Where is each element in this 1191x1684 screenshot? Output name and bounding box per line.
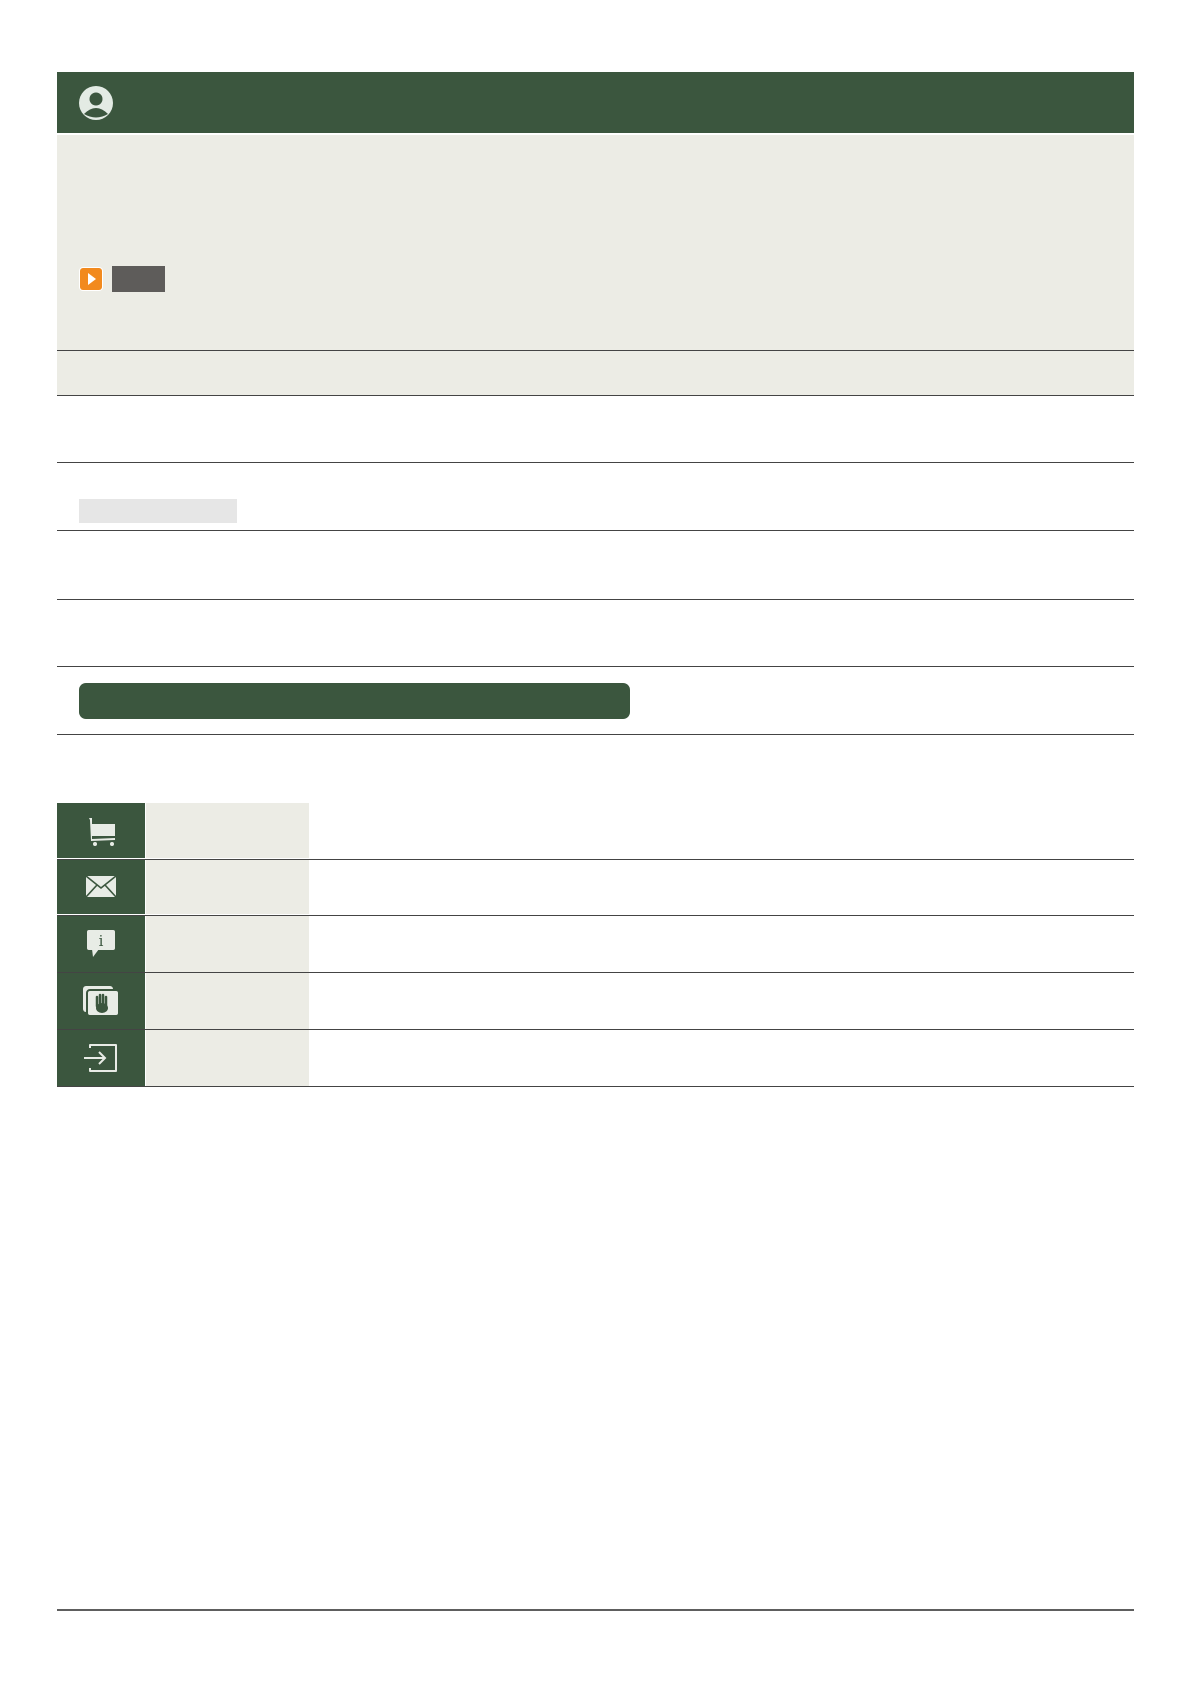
divider bbox=[57, 599, 1134, 600]
user-avatar-icon[interactable] bbox=[78, 85, 114, 126]
divider bbox=[57, 395, 1134, 396]
menu-item-cart[interactable] bbox=[57, 803, 145, 858]
placeholder-field[interactable] bbox=[79, 499, 237, 523]
menu-item-mail[interactable] bbox=[57, 860, 145, 914]
menu-item-info[interactable]: i bbox=[57, 916, 145, 972]
hand-stop-icon bbox=[83, 986, 120, 1017]
svg-text:i: i bbox=[99, 932, 104, 950]
menu-item-stop[interactable] bbox=[57, 973, 145, 1029]
section-band bbox=[57, 351, 1134, 395]
shopping-cart-icon bbox=[89, 817, 115, 846]
divider bbox=[57, 530, 1134, 531]
divider bbox=[57, 350, 1134, 351]
info-panel bbox=[57, 135, 1134, 350]
label-box bbox=[112, 266, 165, 292]
divider bbox=[57, 1029, 1134, 1030]
divider bbox=[57, 734, 1134, 735]
menu-label-cell bbox=[146, 973, 309, 1029]
info-speech-bubble-icon: i bbox=[87, 930, 115, 957]
footer-divider bbox=[57, 1609, 1134, 1611]
envelope-icon bbox=[85, 875, 117, 898]
divider bbox=[57, 462, 1134, 463]
action-button[interactable] bbox=[79, 683, 630, 719]
divider bbox=[57, 1086, 1134, 1087]
menu-label-cell bbox=[146, 803, 309, 858]
sign-in-icon bbox=[84, 1044, 117, 1072]
menu-label-cell bbox=[146, 916, 309, 972]
divider bbox=[57, 915, 1134, 916]
menu-label-cell bbox=[146, 1030, 309, 1086]
header-bar bbox=[57, 72, 1134, 133]
menu-item-sign-in[interactable] bbox=[57, 1030, 145, 1086]
play-icon[interactable] bbox=[80, 268, 102, 290]
divider bbox=[57, 666, 1134, 667]
divider bbox=[57, 859, 1134, 860]
divider bbox=[57, 972, 1134, 973]
menu-label-cell bbox=[146, 860, 309, 914]
